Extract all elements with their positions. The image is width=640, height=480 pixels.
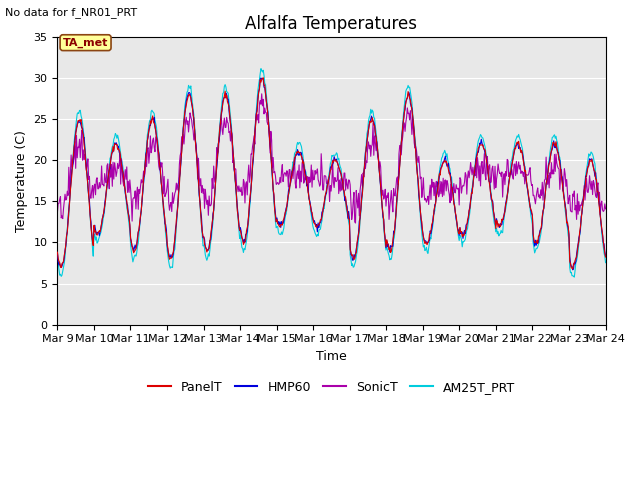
Y-axis label: Temperature (C): Temperature (C) — [15, 130, 28, 232]
Text: TA_met: TA_met — [63, 37, 108, 48]
Text: No data for f_NR01_PRT: No data for f_NR01_PRT — [5, 7, 137, 18]
X-axis label: Time: Time — [316, 350, 347, 363]
Legend: PanelT, HMP60, SonicT, AM25T_PRT: PanelT, HMP60, SonicT, AM25T_PRT — [143, 376, 520, 399]
Title: Alfalfa Temperatures: Alfalfa Temperatures — [246, 15, 417, 33]
